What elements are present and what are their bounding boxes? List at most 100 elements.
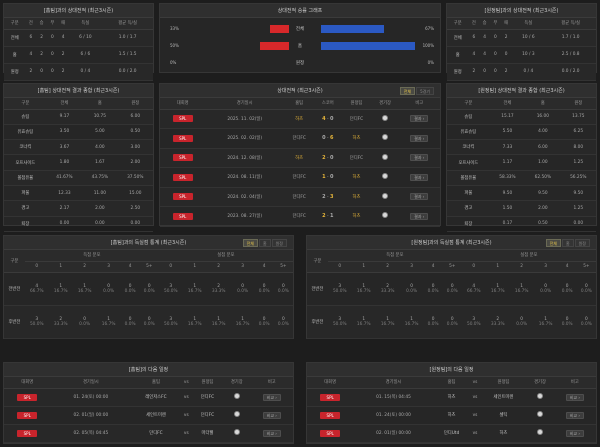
column-header: 무 <box>47 18 58 30</box>
h2h-graph-panel: 상대전적 승률 그래프 33% 전체 67% 50% 홈 100% 0% 원정 0% <box>159 3 441 73</box>
tab-all[interactable]: 전체 <box>242 239 258 247</box>
home-score: 0 <box>322 135 326 142</box>
row-label: 오프사이드 <box>447 154 490 171</box>
tab-home[interactable]: 홈 <box>258 239 271 247</box>
tab-home[interactable]: 홈 <box>561 239 574 247</box>
result-button[interactable]: 결과 › <box>410 212 429 220</box>
count-value: 0 <box>450 283 454 289</box>
compare-button[interactable]: 비교 › <box>565 429 584 437</box>
row-label: 오프사이드 <box>4 154 47 171</box>
column-header: 경기장 <box>371 98 399 110</box>
tab-all[interactable]: 전체 <box>545 239 561 247</box>
goals-right-tabs: 전체 홈 원정 <box>545 239 590 247</box>
score: 2 - 0 <box>314 148 342 168</box>
table-row: 전반전 4 66.7% 1 16.7% 1 16.7% 0 0.0% 0 0.0% 0 0.0% 3 50.… <box>4 272 293 306</box>
result-button[interactable]: 결과 › <box>410 173 429 181</box>
cell-value: 0.00 <box>46 216 83 232</box>
note-cell: 결과 › <box>398 128 440 149</box>
conceded-group-header: 실점 분포 <box>461 250 596 262</box>
result-button[interactable]: 결과 › <box>410 193 429 201</box>
cell-value: 4 <box>57 29 69 47</box>
column-header: 대회명 <box>160 98 206 110</box>
cell-value: 1.80 <box>46 154 83 171</box>
stadium-cell <box>223 406 251 425</box>
away-score: 1 <box>329 213 334 220</box>
tab-all[interactable]: 전체 <box>399 87 416 95</box>
tab-away[interactable]: 원정 <box>574 239 590 247</box>
cell-value: 2 <box>500 29 512 47</box>
count-value: 1 <box>59 283 63 289</box>
percent-value: 16.7% <box>235 321 250 327</box>
compare-button[interactable]: 비교 › <box>565 393 584 401</box>
note-cell: 비교 › <box>250 406 293 425</box>
cell-value: 2 <box>36 46 48 64</box>
tab-away[interactable]: 원정 <box>271 239 287 247</box>
fixture-row: SPL 01. 24(토) 00:00 하츠 vs 셀틱 비교 › <box>307 406 596 425</box>
percent-value: 0.0% <box>143 288 155 294</box>
compare-button[interactable]: 비교 › <box>262 429 281 437</box>
league-badge: SPL <box>320 429 341 437</box>
percent-value: 0.0% <box>258 321 270 327</box>
count-value: 1 <box>520 283 524 289</box>
row-label: 전반전 <box>307 272 328 306</box>
cell-value: 0.17 <box>489 216 526 232</box>
league-cell: SPL <box>160 206 206 227</box>
distribution-cell: 0 0.0% <box>557 305 577 339</box>
header-row: 대회명 경기일시 홈팀 vs 원정팀 경기장 비고 <box>4 377 293 389</box>
percent-value: 16.7% <box>53 288 68 294</box>
panel-title: [홈팀]과의 상대전적 (최근3시즌) <box>4 4 153 18</box>
count-value: 0 <box>241 283 244 289</box>
percent-value: 0.0% <box>143 321 155 327</box>
distribution-cell: 3 50.0% <box>327 305 352 339</box>
cell-value: 3.67 <box>46 139 83 156</box>
result-button[interactable]: 결과 › <box>410 134 429 142</box>
goal-count-header: 0 <box>158 261 183 273</box>
cell-value: 0 <box>36 63 48 81</box>
distribution-cell: 1 16.7% <box>485 272 510 306</box>
cell-value: 1.00 <box>525 154 561 171</box>
row-label: 전체 <box>4 29 26 47</box>
result-button[interactable]: 결과 › <box>410 115 429 123</box>
compare-button[interactable]: 비교 › <box>262 411 281 419</box>
vs-label: vs <box>180 424 192 443</box>
distribution-cell: 0 0.0% <box>139 305 159 339</box>
table-row: 슈팅 15.17 16.00 13.75 <box>447 109 596 125</box>
count-value: 0 <box>147 283 151 289</box>
cell-value: 43.75% <box>82 170 118 186</box>
stadium-cell <box>526 388 554 407</box>
cell-value: 0.0 / 2.0 <box>545 63 596 81</box>
cell-value: 10 / 3 <box>511 46 546 64</box>
cell-value: 6.00 <box>117 109 153 125</box>
count-value: 4 <box>35 283 39 289</box>
home-score: 2 <box>322 193 326 200</box>
next-right-table: 대회명 경기일시 홈팀 vs 원정팀 경기장 비고 SPL 01. 15(목) 04:45 하츠 v… <box>307 377 596 443</box>
column-header: 원정팀 <box>191 377 223 389</box>
percent-value: 16.7% <box>77 288 92 294</box>
compare-button[interactable]: 비교 › <box>565 411 584 419</box>
score-separator: - <box>325 194 330 200</box>
cell-value: 2.5 / 0.8 <box>545 46 596 64</box>
row-label: 후반전 <box>4 305 25 339</box>
home-score: 2 <box>322 213 326 220</box>
cell-value: 58.33% <box>489 170 526 186</box>
cell-value: 3.00 <box>117 139 153 156</box>
note-cell: 비교 › <box>250 388 293 407</box>
percent-value: 0.0% <box>446 321 458 327</box>
goal-count-header: 1 <box>48 261 73 273</box>
home-team: 던디FC <box>283 167 315 188</box>
stadium-icon <box>233 393 240 399</box>
league-badge: SPL <box>320 393 341 401</box>
column-header: 승 <box>36 18 48 30</box>
table-row: 원정 2 0 0 2 0 / 4 0.0 / 2.0 <box>447 63 596 81</box>
column-header: 경기일시 <box>205 98 284 110</box>
subheader-row: 0 1 2 3 4 5+ 0 1 2 3 4 5+ <box>4 261 293 273</box>
cell-value: 2 <box>57 63 69 81</box>
result-button[interactable]: 결과 › <box>410 154 429 162</box>
row-label: 홈 <box>297 44 303 49</box>
distribution-cell: 0 0.0% <box>273 272 293 306</box>
row-label: 원정 <box>447 63 469 81</box>
away-score: 0 <box>329 154 334 161</box>
tab-5games[interactable]: 5경기 <box>416 87 434 95</box>
compare-button[interactable]: 비교 › <box>262 393 281 401</box>
table-row: 유효슈팅 3.50 5.00 0.50 <box>4 124 153 141</box>
